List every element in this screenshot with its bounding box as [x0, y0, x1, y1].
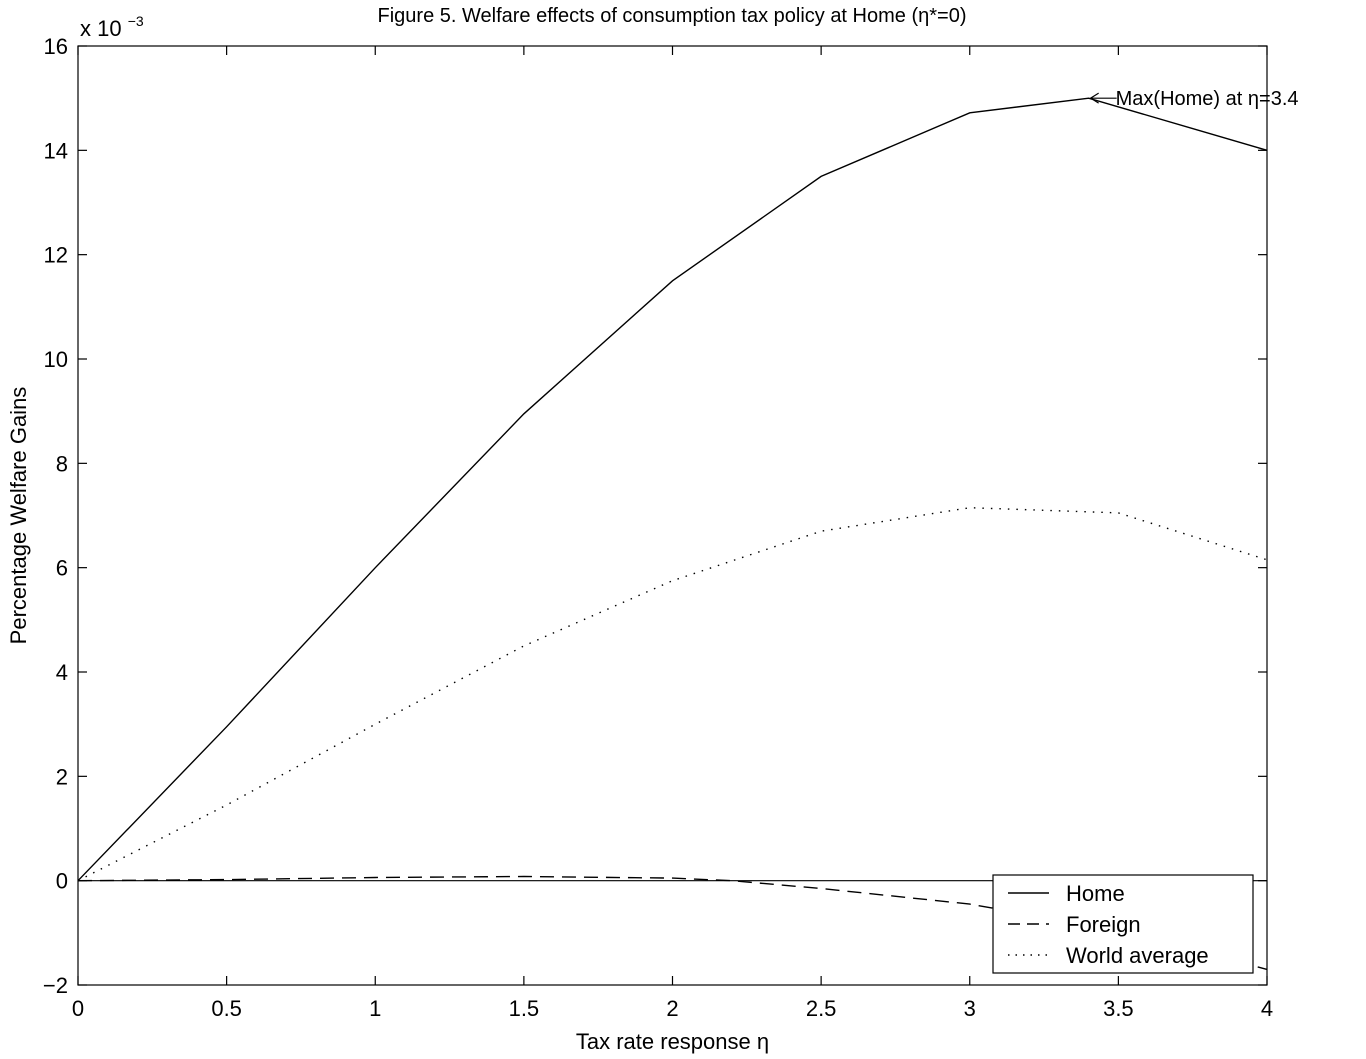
- annotations: Max(Home) at η=3.4: [1089, 88, 1299, 110]
- legend: Home Foreign World average: [992, 874, 1254, 974]
- y-tick-label: 2: [56, 764, 68, 789]
- x-tick-label: 3.5: [1103, 996, 1134, 1021]
- legend-label: World average: [1066, 943, 1209, 968]
- y-multiplier-exponent: −3: [128, 13, 144, 29]
- plot-frame: [77, 45, 1268, 986]
- y-multiplier: x 10 −3: [80, 13, 144, 41]
- x-tick-label: 2: [666, 996, 678, 1021]
- x-tick-label: 0: [72, 996, 84, 1021]
- y-tick-label: 4: [56, 660, 68, 685]
- y-tick-label: 10: [44, 347, 68, 372]
- x-tick-label: 1: [369, 996, 381, 1021]
- y-tick-label: 14: [44, 138, 68, 163]
- x-tick-label: 2.5: [806, 996, 837, 1021]
- plot-area: [78, 46, 1267, 985]
- legend-items: Home Foreign World average: [1008, 881, 1209, 968]
- series-line-home: [77, 97, 1268, 882]
- legend-label: Foreign: [1066, 912, 1141, 937]
- x-axis-label: Tax rate response η: [576, 1029, 769, 1054]
- y-tick-label: 6: [56, 556, 68, 581]
- y-tick-label: 16: [44, 34, 68, 59]
- annotation-arrowhead: [1089, 92, 1099, 104]
- y-tick-label: 8: [56, 451, 68, 476]
- x-tick-label: 3: [964, 996, 976, 1021]
- annotation-label: Max(Home) at η=3.4: [1116, 88, 1299, 110]
- y-multiplier-base: x 10: [80, 16, 122, 41]
- y-axis-label: Percentage Welfare Gains: [6, 387, 31, 645]
- y-tick-label: 12: [44, 243, 68, 268]
- y-tick-label: 0: [56, 869, 68, 894]
- legend-label: Home: [1066, 881, 1125, 906]
- x-tick-label: 0.5: [211, 996, 242, 1021]
- y-tick-label: −2: [43, 973, 68, 998]
- chart-title: Figure 5. Welfare effects of consumption…: [378, 5, 967, 27]
- x-tick-label: 4: [1261, 996, 1273, 1021]
- x-tick-label: 1.5: [509, 996, 540, 1021]
